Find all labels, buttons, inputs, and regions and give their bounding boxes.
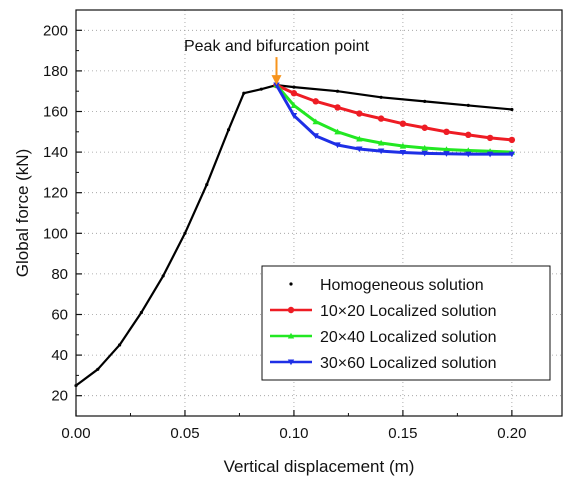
y-axis-label: Global force (kN)	[13, 149, 32, 277]
data-point	[508, 151, 516, 158]
axis-ticks: 0.00 0.05 0.10 0.15 0.20 20 40 60 80 100 120 140 160…	[43, 22, 527, 442]
data-point	[242, 91, 246, 95]
data-point	[259, 87, 263, 91]
data-point	[312, 98, 319, 105]
data-point	[399, 142, 407, 149]
series-layer	[74, 81, 516, 388]
data-point	[465, 131, 472, 139]
data-point	[466, 103, 470, 108]
data-point	[486, 134, 494, 142]
data-point	[421, 124, 428, 131]
series-1	[74, 83, 514, 388]
legend-label: 10×20 Localized solution	[320, 303, 497, 320]
data-point	[443, 151, 450, 157]
data-point	[356, 146, 363, 153]
data-point	[508, 136, 516, 144]
data-point	[334, 104, 341, 111]
y-tick-label: 100	[43, 225, 68, 242]
data-point	[379, 95, 383, 99]
data-point	[290, 102, 298, 108]
legend-marker	[287, 306, 295, 314]
data-point	[205, 182, 209, 187]
legend-marker	[287, 359, 295, 366]
series-line	[275, 84, 512, 156]
data-point	[443, 146, 450, 153]
data-point	[443, 128, 450, 135]
data-point	[139, 310, 143, 315]
data-point	[510, 107, 514, 112]
data-point	[312, 118, 319, 125]
legend-entry: 30×60 Localized solution	[270, 355, 497, 372]
data-point	[292, 85, 296, 89]
data-point	[399, 120, 407, 127]
data-point	[290, 113, 298, 119]
data-point	[334, 128, 341, 135]
y-tick-label: 120	[43, 185, 68, 202]
data-point	[183, 231, 187, 235]
data-point	[226, 128, 231, 132]
y-tick-label: 80	[51, 266, 68, 283]
data-point	[356, 135, 363, 142]
data-point	[96, 367, 100, 371]
data-point	[117, 343, 122, 347]
y-tick-label: 180	[43, 63, 68, 80]
data-point	[377, 115, 385, 122]
legend-marker	[287, 332, 295, 339]
data-point	[356, 110, 363, 117]
data-point	[377, 139, 385, 146]
gridlines	[76, 10, 562, 416]
legend-entry: Homogeneous solution	[289, 277, 484, 294]
series-line	[275, 83, 513, 142]
y-tick-label: 60	[51, 307, 68, 324]
x-tick-label: 0.15	[388, 425, 417, 442]
x-axis-label: Vertical displacement (m)	[224, 457, 415, 476]
legend-label: Homogeneous solution	[320, 277, 484, 294]
data-point	[377, 148, 385, 155]
data-point	[421, 150, 428, 157]
y-tick-label: 200	[43, 22, 68, 39]
series-2	[273, 81, 516, 144]
data-point	[465, 151, 472, 158]
peak-annotation-label: Peak and bifurcation point	[184, 38, 370, 55]
y-tick-label: 20	[51, 388, 68, 405]
legend-marker	[289, 282, 293, 286]
data-point	[312, 133, 319, 140]
x-tick-label: 0.00	[61, 425, 90, 442]
y-tick-label: 140	[43, 144, 68, 161]
data-point	[486, 151, 494, 158]
x-tick-label: 0.20	[497, 425, 526, 442]
x-tick-label: 0.10	[279, 425, 308, 442]
y-tick-label: 40	[51, 347, 68, 364]
x-tick-label: 0.05	[170, 425, 199, 442]
y-tick-label: 160	[43, 104, 68, 121]
data-point	[161, 274, 165, 278]
legend-label: 30×60 Localized solution	[320, 355, 497, 372]
data-point	[399, 149, 407, 156]
data-point	[421, 144, 428, 151]
legend-label: 20×40 Localized solution	[320, 329, 497, 346]
data-point	[334, 142, 341, 149]
legend-entry: 20×40 Localized solution	[270, 329, 497, 346]
series-line	[275, 84, 512, 154]
data-point	[290, 90, 298, 97]
data-point	[335, 89, 340, 93]
series-3	[273, 81, 516, 155]
legend-entry: 10×20 Localized solution	[270, 303, 497, 320]
data-point	[423, 99, 427, 103]
legend: Homogeneous solution 10×20 Localized solu…	[261, 265, 551, 381]
